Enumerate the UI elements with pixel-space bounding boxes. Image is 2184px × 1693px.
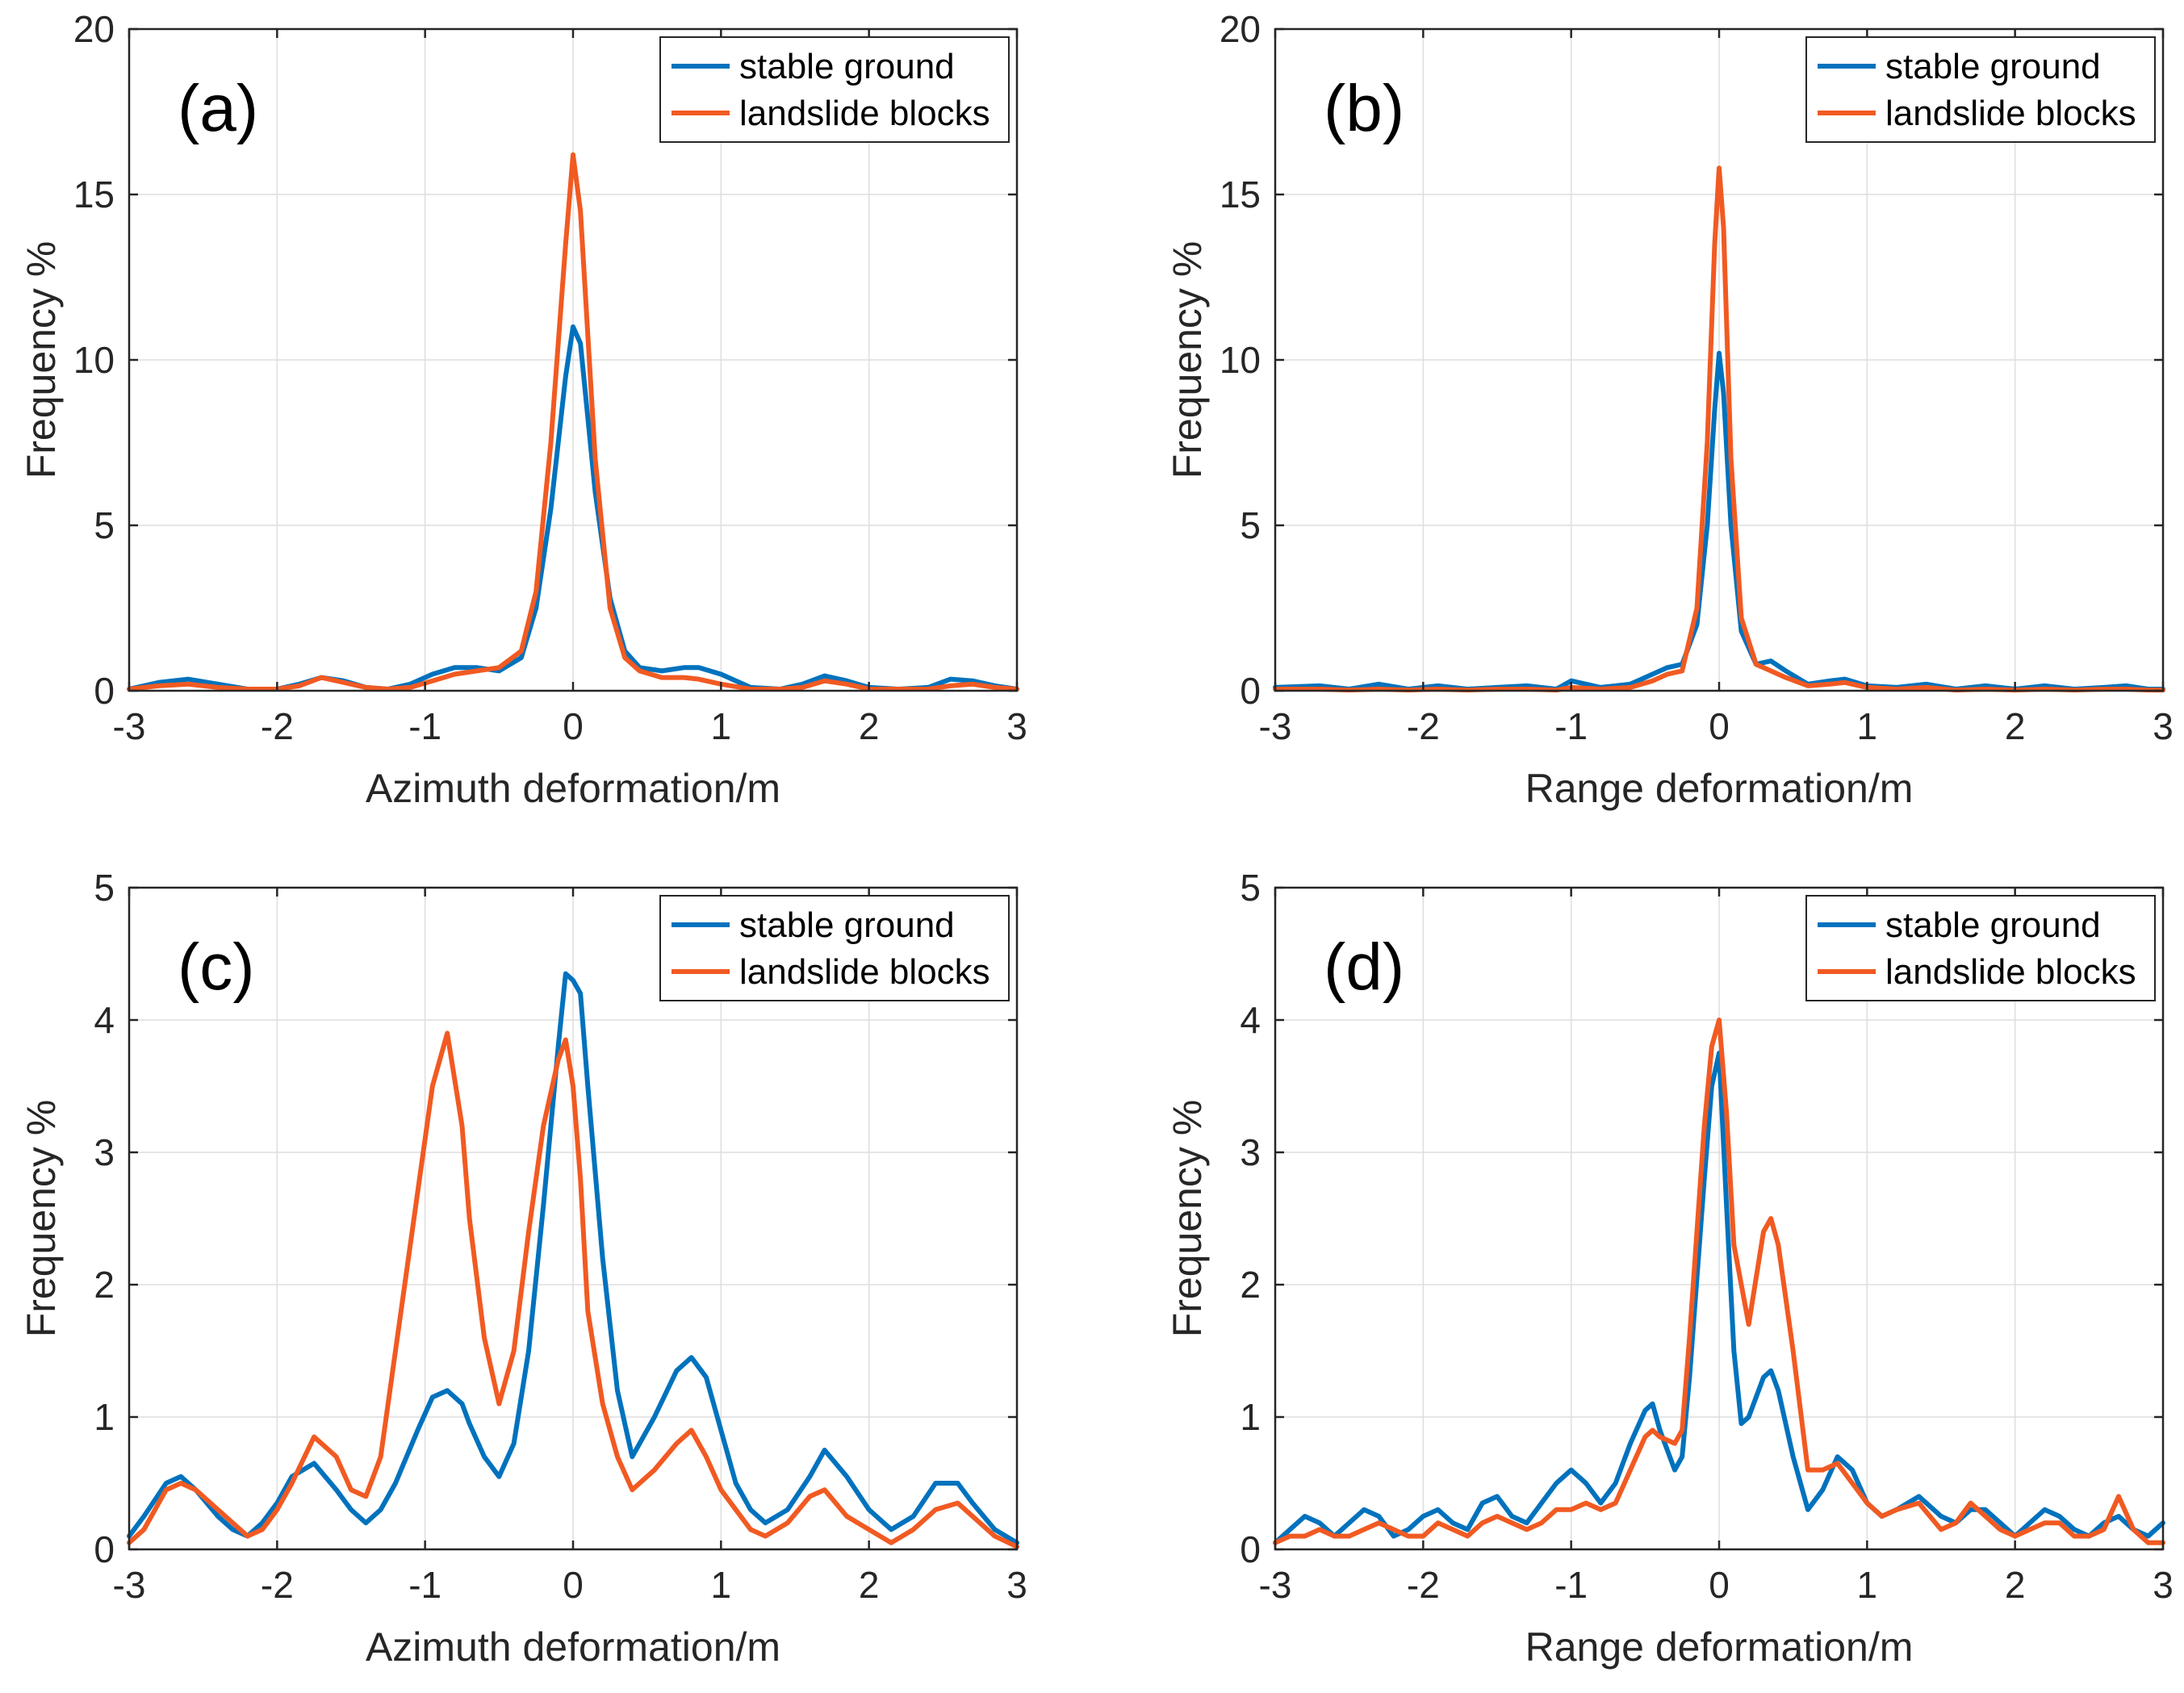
y-tick-label: 1 (1240, 1396, 1261, 1438)
x-tick-label: -3 (113, 1564, 146, 1606)
y-tick-label: 20 (1220, 8, 1261, 50)
series-line-stable-ground (1273, 1051, 2165, 1545)
legend: stable ground landslide blocks (659, 895, 1010, 1001)
x-tick-label: 2 (859, 705, 880, 747)
y-tick-label: 4 (94, 999, 115, 1041)
y-tick-label: 15 (1220, 173, 1261, 215)
series-line-landslide-blocks (1273, 165, 2165, 693)
y-tick-label: 0 (1240, 670, 1261, 712)
chart-panel-3: -3 -2 -1 0 1 2 3 0 1 2 3 4 5 Azimuth deformation/m Fre… (19, 867, 1027, 1670)
legend-box (1805, 895, 2156, 1001)
y-tick-label: 3 (1240, 1131, 1261, 1173)
y-tick-label: 5 (94, 504, 115, 546)
y-tick-label: 4 (1240, 999, 1261, 1041)
x-tick-label: -1 (1554, 1564, 1588, 1606)
x-tick-label: 0 (563, 1564, 584, 1606)
legend-label-stable-ground: stable ground (1885, 47, 2101, 86)
legend-label-landslide-blocks: landslide blocks (1885, 94, 2136, 133)
series-line-landslide-blocks (1273, 1018, 2165, 1545)
y-tick-label: 0 (94, 670, 115, 712)
series-line-landslide-blocks (127, 1030, 1019, 1549)
x-tick-label: 1 (711, 1564, 732, 1606)
y-tick-label: 0 (94, 1528, 115, 1570)
x-tick-label: 0 (563, 705, 584, 747)
x-tick-label: 3 (1006, 1564, 1027, 1606)
x-tick-label: 1 (711, 705, 732, 747)
x-tick-label: 3 (2153, 705, 2174, 747)
x-tick-label: 3 (2153, 1564, 2174, 1606)
legend-box (1805, 36, 2156, 143)
y-tick-label: 20 (73, 8, 115, 50)
x-axis-title: Range deformation/m (1525, 766, 1914, 811)
x-axis-title: Azimuth deformation/m (366, 766, 780, 811)
panel-label: (d) (1324, 930, 1404, 1004)
chart-panel-4: -3 -2 -1 0 1 2 3 0 1 2 3 4 5 Range deformation/m Frequ… (1165, 867, 2174, 1670)
y-tick-label: 5 (1240, 504, 1261, 546)
chart-panel-2: -3 -2 -1 0 1 2 3 0 5 10 15 20 Range deformation/m Fre… (1165, 8, 2174, 811)
panel-label: (b) (1324, 72, 1404, 145)
x-tick-label: 1 (1857, 1564, 1878, 1606)
legend-label-stable-ground: stable ground (739, 47, 955, 86)
x-tick-label: -1 (1554, 705, 1588, 747)
series-line-landslide-blocks (127, 152, 1019, 692)
x-tick-label: -2 (261, 1564, 294, 1606)
y-axis-title: Frequency % (19, 241, 64, 479)
y-tick-label: 15 (73, 173, 115, 215)
legend-label-landslide-blocks: landslide blocks (739, 952, 990, 992)
legend: stable ground landslide blocks (1805, 36, 2156, 143)
x-tick-label: -3 (1259, 1564, 1292, 1606)
y-axis-title: Frequency % (1165, 1100, 1210, 1338)
y-tick-label: 2 (1240, 1264, 1261, 1306)
y-tick-label: 5 (1240, 867, 1261, 909)
legend-label-landslide-blocks: landslide blocks (1885, 952, 2136, 992)
x-tick-label: 2 (859, 1564, 880, 1606)
y-tick-label: 10 (1220, 339, 1261, 381)
x-tick-label: -3 (1259, 705, 1292, 747)
y-tick-label: 5 (94, 867, 115, 909)
y-tick-label: 2 (94, 1264, 115, 1306)
y-tick-label: 1 (94, 1396, 115, 1438)
y-tick-label: 0 (1240, 1528, 1261, 1570)
legend: stable ground landslide blocks (1805, 895, 2156, 1001)
x-tick-label: 3 (1006, 705, 1027, 747)
x-tick-label: -2 (1407, 1564, 1440, 1606)
panel-label: (c) (178, 930, 255, 1004)
legend: stable ground landslide blocks (659, 36, 1010, 143)
y-axis-title: Frequency % (19, 1100, 64, 1338)
x-tick-label: -2 (261, 705, 294, 747)
legend-box (659, 36, 1010, 143)
chart-panel-1: -3 -2 -1 0 1 2 3 0 5 10 15 20 Azimuth deformation/m F… (19, 8, 1027, 811)
panel-label: (a) (178, 72, 258, 145)
legend-label-stable-ground: stable ground (1885, 905, 2101, 945)
x-tick-label: -1 (408, 705, 441, 747)
x-tick-label: 2 (2005, 705, 2026, 747)
x-tick-label: 0 (1709, 1564, 1730, 1606)
legend-label-landslide-blocks: landslide blocks (739, 94, 990, 133)
x-tick-label: -2 (1407, 705, 1440, 747)
legend-box (659, 895, 1010, 1001)
y-tick-label: 10 (73, 339, 115, 381)
x-axis-title: Azimuth deformation/m (366, 1624, 780, 1670)
x-tick-label: 2 (2005, 1564, 2026, 1606)
x-tick-label: 0 (1709, 705, 1730, 747)
x-axis-title: Range deformation/m (1525, 1624, 1914, 1670)
legend-label-stable-ground: stable ground (739, 905, 955, 945)
y-tick-label: 3 (94, 1131, 115, 1173)
x-tick-label: 1 (1857, 705, 1878, 747)
x-tick-label: -1 (408, 1564, 441, 1606)
x-tick-label: -3 (113, 705, 146, 747)
series-line-stable-ground (127, 971, 1019, 1545)
y-axis-title: Frequency % (1165, 241, 1210, 479)
